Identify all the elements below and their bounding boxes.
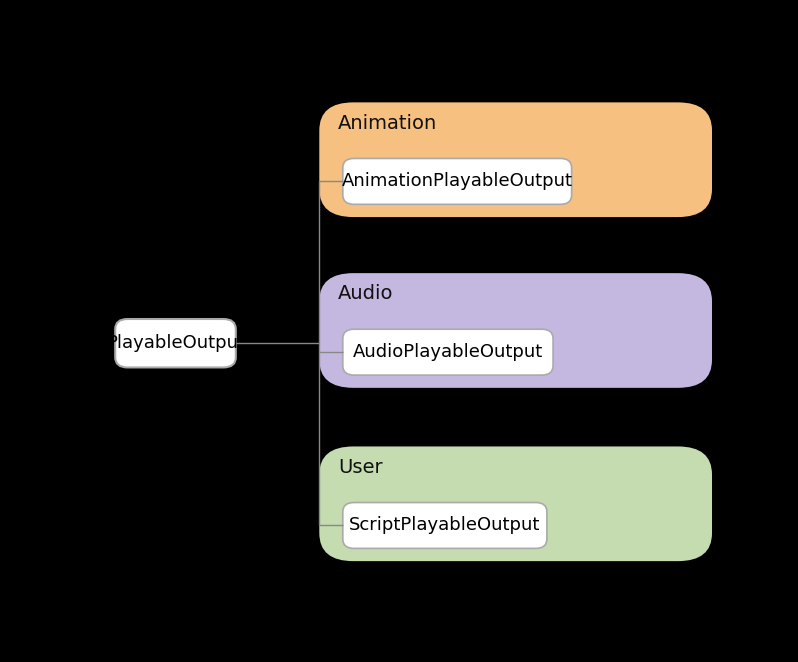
Text: ScriptPlayableOutput: ScriptPlayableOutput xyxy=(350,516,540,534)
Text: User: User xyxy=(338,457,382,477)
FancyBboxPatch shape xyxy=(343,502,547,548)
Text: Audio: Audio xyxy=(338,285,393,303)
FancyBboxPatch shape xyxy=(319,273,712,388)
Text: AudioPlayableOutput: AudioPlayableOutput xyxy=(353,343,543,361)
Text: Animation: Animation xyxy=(338,114,437,132)
Text: PlayableOutput: PlayableOutput xyxy=(106,334,245,352)
FancyBboxPatch shape xyxy=(343,329,553,375)
Text: AnimationPlayableOutput: AnimationPlayableOutput xyxy=(342,172,573,191)
FancyBboxPatch shape xyxy=(115,319,236,367)
FancyBboxPatch shape xyxy=(319,446,712,561)
FancyBboxPatch shape xyxy=(319,103,712,217)
FancyBboxPatch shape xyxy=(343,158,571,205)
